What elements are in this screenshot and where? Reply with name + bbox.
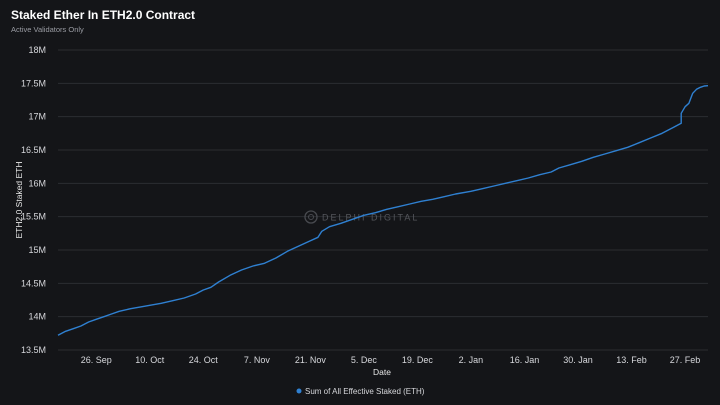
x-tick-label: 16. Jan: [510, 355, 540, 365]
watermark: DELPHI DIGITAL: [304, 210, 419, 224]
x-tick-label: 7. Nov: [244, 355, 271, 365]
x-tick-label: 5. Dec: [351, 355, 378, 365]
y-axis-label: ETH2.0 Staked ETH: [14, 161, 24, 238]
x-axis-label: Date: [373, 367, 391, 377]
x-tick-label: 13. Feb: [616, 355, 647, 365]
series-line: [57, 85, 709, 336]
y-tick-label: 17M: [28, 112, 46, 122]
y-tick-label: 14.5M: [21, 278, 46, 288]
chart-title: Staked Ether In ETH2.0 Contract: [11, 8, 196, 22]
legend[interactable]: Sum of All Effective Staked (ETH): [296, 387, 425, 396]
x-tick-label: 10. Oct: [135, 355, 165, 365]
x-tick-label: 27. Feb: [670, 355, 701, 365]
x-tick-label: 26. Sep: [81, 355, 112, 365]
y-tick-label: 16M: [28, 178, 46, 188]
y-tick-label: 15M: [28, 245, 46, 255]
legend-marker: [296, 388, 302, 394]
x-tick-label: 19. Dec: [402, 355, 434, 365]
legend-label: Sum of All Effective Staked (ETH): [305, 387, 425, 396]
y-tick-labels: 13.5M 14M 14.5M 15M 15.5M 16M 16.5M 17M 17.5M 18M: [21, 45, 46, 355]
watermark-logo-inner: [308, 214, 314, 220]
x-tick-label: 2. Jan: [459, 355, 484, 365]
y-tick-label: 16.5M: [21, 145, 46, 155]
chart-subtitle: Active Validators Only: [11, 25, 84, 34]
y-tick-label: 18M: [28, 45, 46, 55]
x-tick-label: 24. Oct: [189, 355, 219, 365]
y-tick-label: 15.5M: [21, 212, 46, 222]
y-tick-label: 17.5M: [21, 78, 46, 88]
y-tick-label: 13.5M: [21, 345, 46, 355]
grid-lines: [58, 49, 708, 351]
x-tick-labels: 26. Sep 10. Oct 24. Oct 7. Nov 21. Nov 5. Dec…: [81, 355, 701, 365]
watermark-text: DELPHI DIGITAL: [322, 213, 419, 223]
x-tick-label: 21. Nov: [295, 355, 327, 365]
watermark-logo: [304, 210, 318, 224]
y-tick-label: 14M: [28, 312, 46, 322]
x-tick-label: 30. Jan: [563, 355, 593, 365]
